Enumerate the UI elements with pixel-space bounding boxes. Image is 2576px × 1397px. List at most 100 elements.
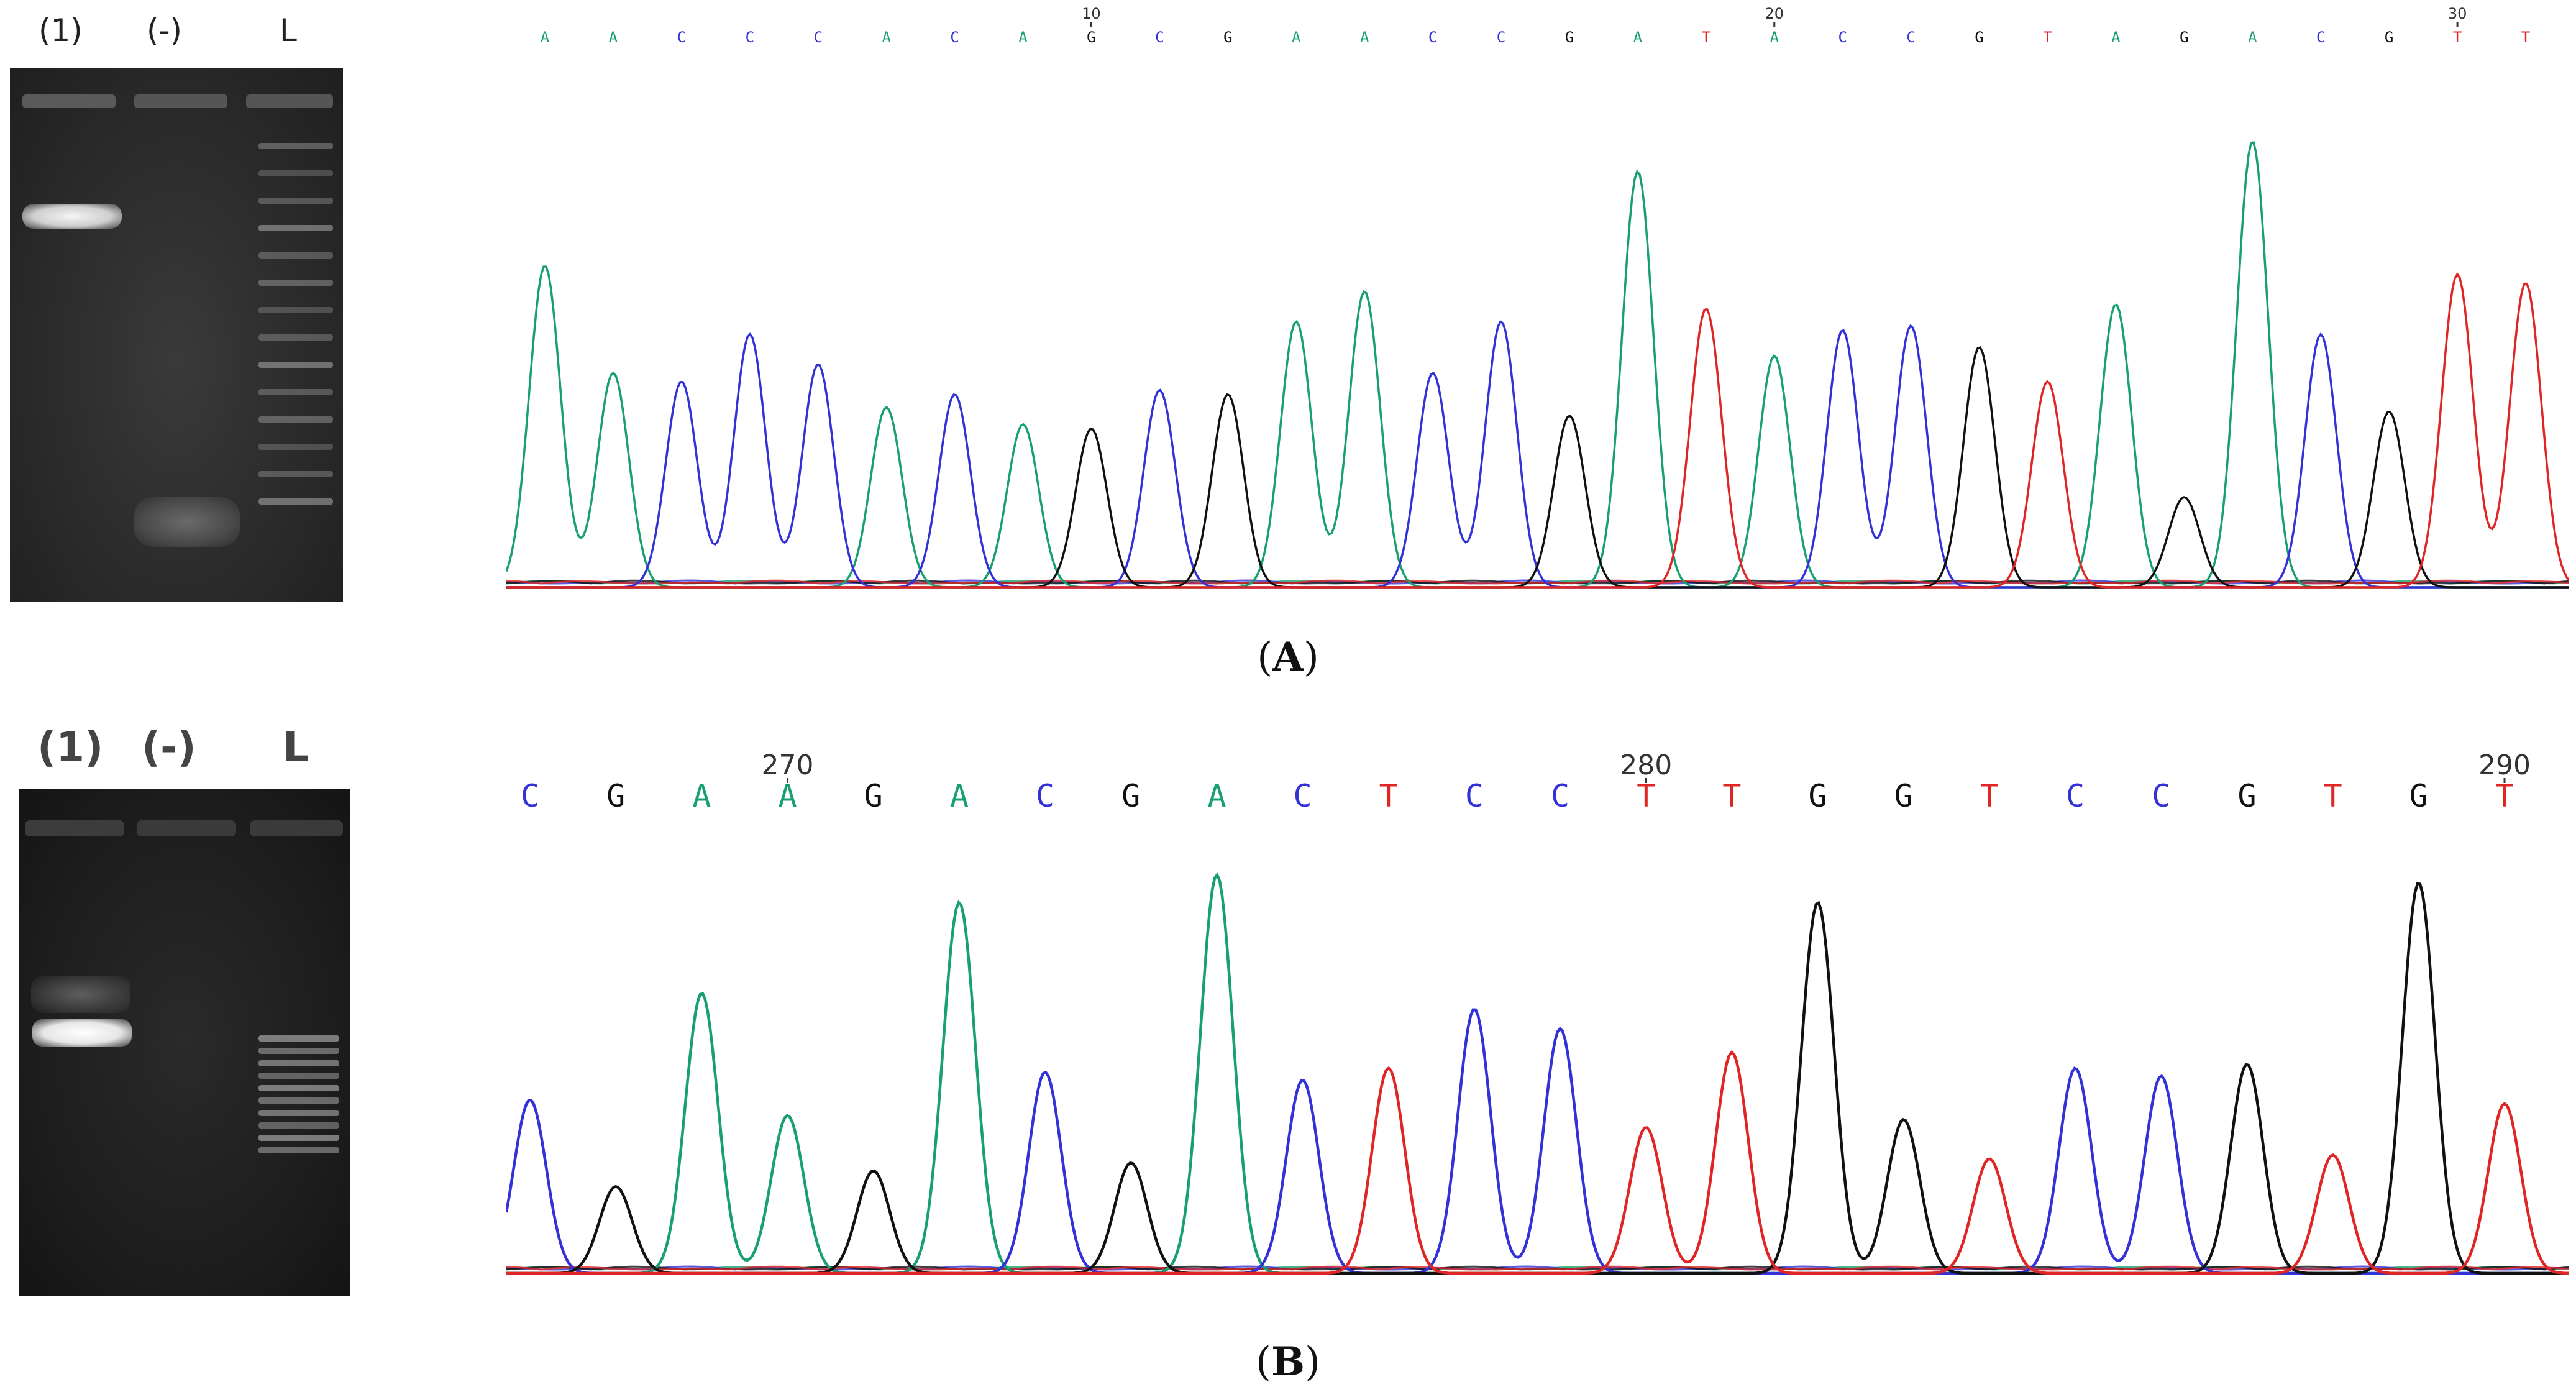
base-call: A <box>609 29 618 46</box>
base-call: G <box>1975 29 1983 46</box>
trace-noise-T <box>506 579 2569 585</box>
base-call: A <box>950 778 969 814</box>
ruler-label: 30 <box>2448 5 2467 22</box>
gel-primer-dimer-a <box>134 497 240 547</box>
ruler-label: 20 <box>1765 5 1784 22</box>
gel-ladder-rung <box>258 1073 339 1079</box>
ruler-label: 290 <box>2478 749 2531 781</box>
gel-ladder-rung <box>258 1147 339 1153</box>
gel-ladder-rung <box>258 444 333 450</box>
panel-letter-b: B <box>1271 1339 1305 1385</box>
base-call: A <box>1770 29 1779 46</box>
base-call: A <box>778 778 797 814</box>
panel-letter-a: A <box>1272 634 1304 680</box>
trace-noise-C <box>506 1265 2569 1271</box>
gel-ladder-rung <box>258 1097 339 1104</box>
base-call: C <box>677 29 686 46</box>
gel-ladder-rung <box>258 471 333 477</box>
gel-ladder-rung <box>258 225 333 231</box>
gel-smear-sample-b <box>31 976 130 1013</box>
trace-A <box>506 872 2569 1275</box>
lane-label-negative-a: (-) <box>147 12 183 48</box>
gel-ladder-rung <box>258 1048 339 1054</box>
gel-ladder-rung <box>258 362 333 368</box>
ruler-label: 280 <box>1620 749 1672 781</box>
base-call: C <box>2152 778 2170 814</box>
base-call: A <box>1018 29 1028 46</box>
base-call: G <box>1809 778 1827 814</box>
ruler-label: 10 <box>1082 5 1101 22</box>
gel-ladder-rung <box>258 416 333 423</box>
base-call: C <box>746 29 754 46</box>
chromatogram-b: C G A A G A C G A C T C C T T G G T C C G T G T 270 280 290 <box>506 749 2569 1275</box>
gel-band-sample-a <box>22 204 122 229</box>
base-call: A <box>1207 778 1226 814</box>
base-call: C <box>1036 778 1054 814</box>
gel-ladder-rung <box>258 334 333 341</box>
gel-ladder-rung <box>258 1085 339 1091</box>
base-call: A <box>1292 29 1301 46</box>
base-call: C <box>950 29 959 46</box>
gel-band-sample-b <box>32 1019 132 1047</box>
gel-ladder-rung <box>258 1110 339 1116</box>
trace-A <box>506 140 2569 589</box>
base-call: C <box>2066 778 2085 814</box>
base-call: T <box>1722 778 1741 814</box>
base-call: A <box>2111 29 2121 46</box>
base-call: G <box>2180 29 2188 46</box>
base-call: C <box>1838 29 1847 46</box>
base-call: G <box>1565 29 1574 46</box>
base-call: A <box>541 29 550 46</box>
base-call: T <box>1637 778 1655 814</box>
base-call: G <box>2409 778 2428 814</box>
gel-ladder-rung <box>258 280 333 286</box>
trace-T <box>506 272 2569 589</box>
base-call: T <box>1379 778 1398 814</box>
base-call: A <box>2248 29 2257 46</box>
lane-label-sample-a: (1) <box>39 12 83 48</box>
panel-label-b: (B) <box>1255 1339 1321 1385</box>
trace-noise-T <box>506 1265 2569 1271</box>
gel-well-3-b <box>250 820 343 836</box>
chromatogram-a: A A C C C A C A G C G A A C C G A T A C C G T A G A C G T T 10 20 30 <box>506 5 2569 589</box>
gel-well-1-b <box>25 820 124 836</box>
gel-image-a <box>10 68 343 602</box>
base-call: G <box>2385 29 2393 46</box>
lane-label-ladder-a: L <box>280 12 297 48</box>
base-call: C <box>1465 778 1484 814</box>
gel-ladder-rung <box>258 170 333 176</box>
gel-ladder-rung <box>258 1035 339 1042</box>
gel-lane-labels-a: (1) (-) L <box>0 12 348 56</box>
gel-ladder-b <box>258 1035 339 1160</box>
base-call: G <box>1087 29 1095 46</box>
base-call: T <box>2043 29 2052 46</box>
base-call: A <box>882 29 891 46</box>
base-call: T <box>1702 29 1710 46</box>
base-call: G <box>1223 29 1232 46</box>
trace-G <box>506 882 2569 1275</box>
lane-label-negative-b: (-) <box>142 723 196 771</box>
ruler-label: 270 <box>762 749 814 781</box>
base-call: G <box>606 778 625 814</box>
base-call: C <box>1155 29 1164 46</box>
gel-well-2-b <box>137 820 236 836</box>
panel-label-a: (A) <box>1257 634 1319 680</box>
base-call: G <box>1121 778 1140 814</box>
base-call: C <box>1294 778 1312 814</box>
trace-G <box>506 346 2569 589</box>
gel-ladder-rung <box>258 1060 339 1066</box>
panel-b: (1) (-) L C G A A G A C G A C T C C T T G G T C C G T G T 270 280… <box>0 698 2576 1397</box>
base-call: G <box>1894 778 1913 814</box>
base-call: C <box>1497 29 1505 46</box>
base-call: C <box>521 778 539 814</box>
gel-ladder-rung <box>258 252 333 259</box>
base-call: A <box>1633 29 1643 46</box>
gel-ladder-rung <box>258 1122 339 1129</box>
base-call: C <box>1428 29 1437 46</box>
base-call: G <box>2237 778 2256 814</box>
gel-ladder-rung <box>258 198 333 204</box>
gel-image-b <box>19 789 350 1296</box>
lane-label-sample-b: (1) <box>37 723 104 771</box>
base-call: T <box>2453 29 2462 46</box>
base-call: T <box>1980 778 1999 814</box>
